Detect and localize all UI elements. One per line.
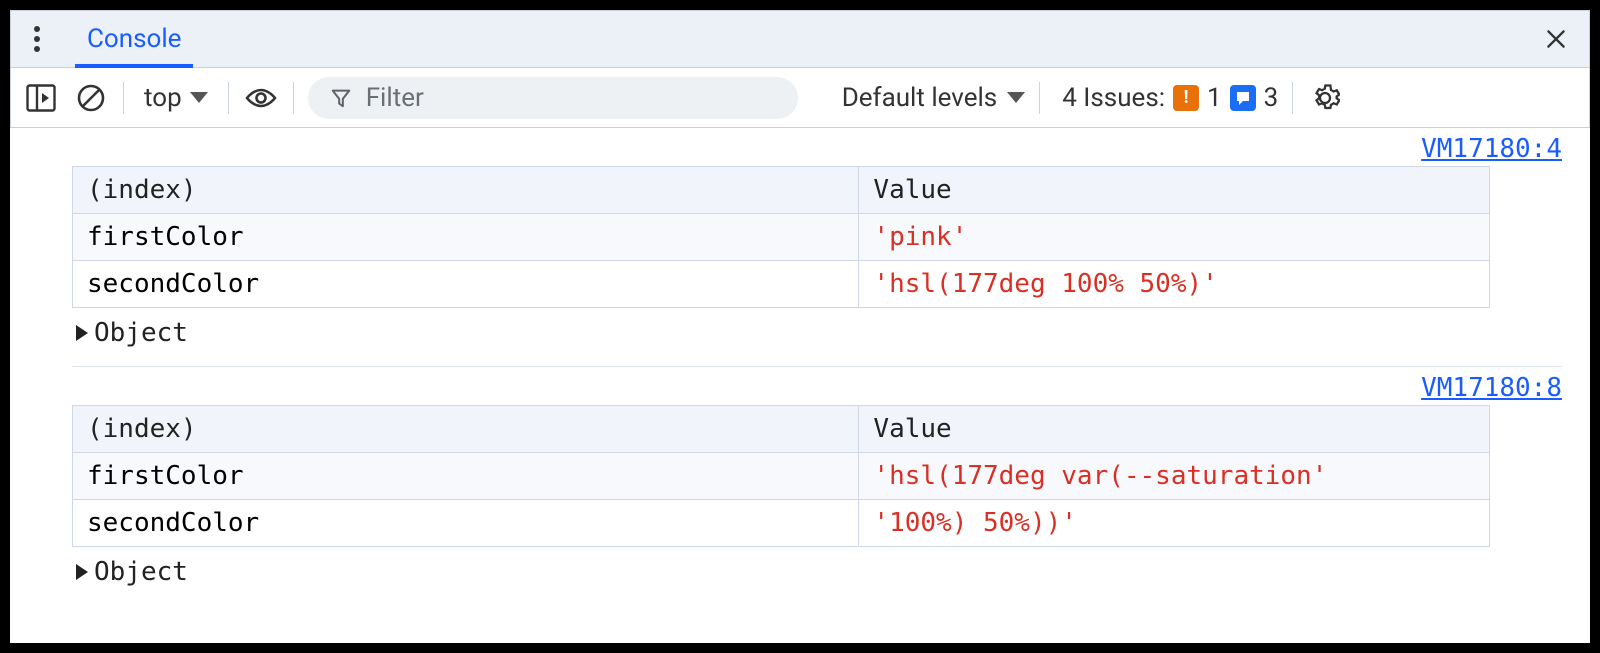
toolbar-separator [1039,82,1040,114]
toolbar-separator [1292,82,1293,114]
tab-console-label: Console [87,24,181,54]
console-message: VM17180:4 (index) Value firstColor 'pink… [10,128,1590,366]
more-menu-icon[interactable] [23,26,51,52]
table-header-row: (index) Value [73,406,1490,453]
table-header-value: Value [859,167,1490,214]
table-cell-index: firstColor [73,453,859,500]
chevron-down-icon [190,92,208,103]
close-icon[interactable] [1535,26,1577,52]
source-link[interactable]: VM17180:4 [1421,134,1562,164]
log-levels-label: Default levels [842,83,998,113]
table-cell-index: secondColor [73,261,859,308]
table-cell-value: 'hsl(177deg var(--saturation' [859,453,1490,500]
table-cell-value: 'pink' [859,214,1490,261]
devtools-panel: Console top [10,10,1590,643]
table-row: firstColor 'hsl(177deg var(--saturation' [73,453,1490,500]
toolbar-separator [228,82,229,114]
table-header-value: Value [859,406,1490,453]
warning-badge-icon: ! [1173,85,1199,111]
table-cell-index: firstColor [73,214,859,261]
clear-console-icon[interactable] [73,80,109,116]
console-table: (index) Value firstColor 'pink' secondCo… [72,166,1490,308]
settings-icon[interactable] [1307,80,1343,116]
issues-counter[interactable]: 4 Issues: ! 1 3 [1062,83,1278,113]
filter-icon [330,87,352,109]
object-expander[interactable]: Object [72,308,1590,360]
tab-bar: Console [10,10,1590,68]
filter-placeholder: Filter [366,83,424,113]
source-link[interactable]: VM17180:8 [1421,373,1562,403]
execution-context-label: top [144,83,182,113]
toolbar-separator [123,82,124,114]
toggle-sidebar-icon[interactable] [23,80,59,116]
log-levels-selector[interactable]: Default levels [842,83,1026,113]
filter-input[interactable]: Filter [308,77,798,119]
console-output: VM17180:4 (index) Value firstColor 'pink… [10,128,1590,643]
issues-warn-count: 1 [1207,83,1222,113]
triangle-right-icon [76,564,88,580]
console-toolbar: top Filter Default levels 4 Issues: ! 1 [10,68,1590,128]
triangle-right-icon [76,325,88,341]
object-expander-label: Object [94,318,188,348]
issues-info-count: 3 [1264,83,1279,113]
table-row: secondColor '100%) 50%))' [73,500,1490,547]
chevron-down-icon [1007,92,1025,103]
table-row: secondColor 'hsl(177deg 100% 50%)' [73,261,1490,308]
toolbar-separator [293,82,294,114]
live-expression-icon[interactable] [243,80,279,116]
table-header-index: (index) [73,167,859,214]
table-header-row: (index) Value [73,167,1490,214]
table-cell-index: secondColor [73,500,859,547]
info-badge-icon [1230,85,1256,111]
issues-label: 4 Issues: [1062,83,1165,113]
console-table: (index) Value firstColor 'hsl(177deg var… [72,405,1490,547]
table-row: firstColor 'pink' [73,214,1490,261]
tab-console[interactable]: Console [79,11,189,67]
console-message: VM17180:8 (index) Value firstColor 'hsl(… [10,367,1590,605]
table-header-index: (index) [73,406,859,453]
object-expander-label: Object [94,557,188,587]
object-expander[interactable]: Object [72,547,1590,599]
execution-context-selector[interactable]: top [138,83,214,113]
table-cell-value: '100%) 50%))' [859,500,1490,547]
table-cell-value: 'hsl(177deg 100% 50%)' [859,261,1490,308]
